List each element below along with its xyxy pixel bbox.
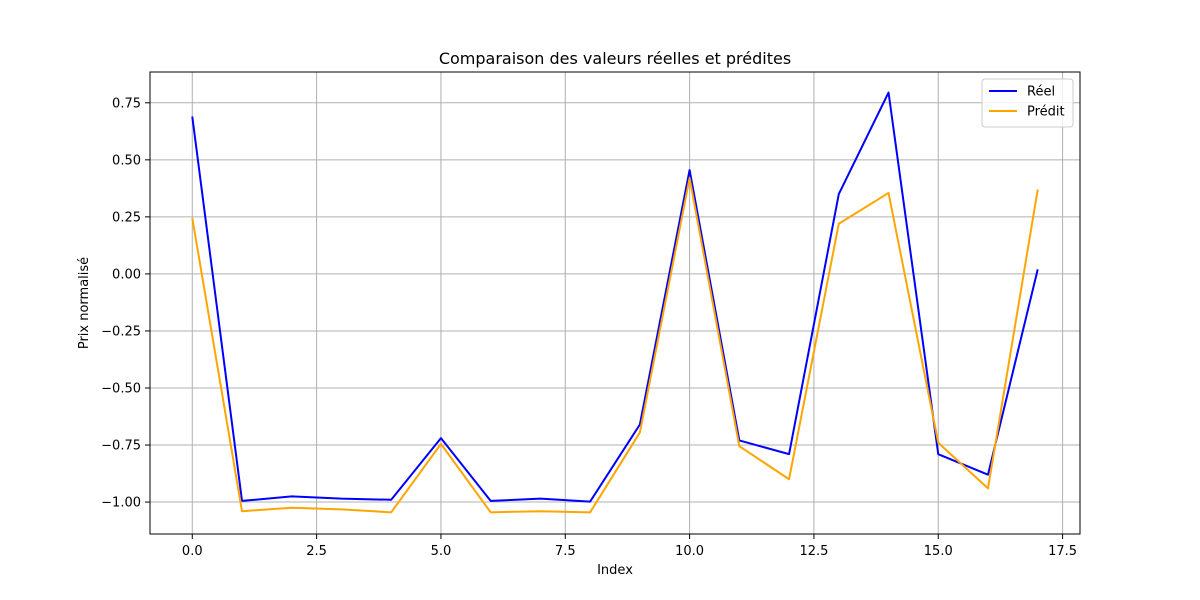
legend-label-reel: Réel — [1027, 85, 1055, 100]
plot-frame — [149, 71, 1081, 535]
y-tick-label: 0.75 — [112, 96, 141, 111]
y-tick-label: 0.25 — [112, 210, 141, 225]
legend-label-predit: Prédit — [1027, 105, 1065, 120]
series-line-reel — [191, 91, 1039, 503]
y-tick-label: 0.50 — [112, 153, 141, 168]
y-tick-label: 0.00 — [112, 267, 141, 282]
x-tick-label: 7.5 — [555, 544, 576, 559]
grid — [150, 72, 1080, 534]
x-tick-label: 0.0 — [182, 544, 203, 559]
x-tick-label: 12.5 — [799, 544, 828, 559]
y-axis-label: Prix normalisé — [77, 257, 92, 349]
x-tick-label: 10.0 — [675, 544, 704, 559]
y-tick-label: −0.50 — [101, 381, 141, 396]
chart-title: Comparaison des valeurs réelles et prédi… — [439, 49, 791, 68]
x-axis-ticks: 0.0 2.5 5.0 7.5 10.0 12.5 15.0 17.5 — [182, 534, 1077, 559]
x-tick-label: 2.5 — [306, 544, 327, 559]
series-line-predit — [191, 177, 1039, 514]
series-lines — [191, 91, 1039, 514]
y-axis-ticks: −1.00 −0.75 −0.50 −0.25 0.00 0.25 0.50 0.75 — [101, 96, 150, 511]
x-tick-label: 5.0 — [431, 544, 452, 559]
x-tick-label: 15.0 — [924, 544, 953, 559]
x-axis-label: Index — [597, 563, 633, 578]
y-tick-label: −0.25 — [101, 324, 141, 339]
legend: Réel Prédit — [981, 78, 1074, 128]
y-tick-label: −1.00 — [101, 496, 141, 511]
x-tick-label: 17.5 — [1048, 544, 1077, 559]
y-tick-label: −0.75 — [101, 439, 141, 454]
